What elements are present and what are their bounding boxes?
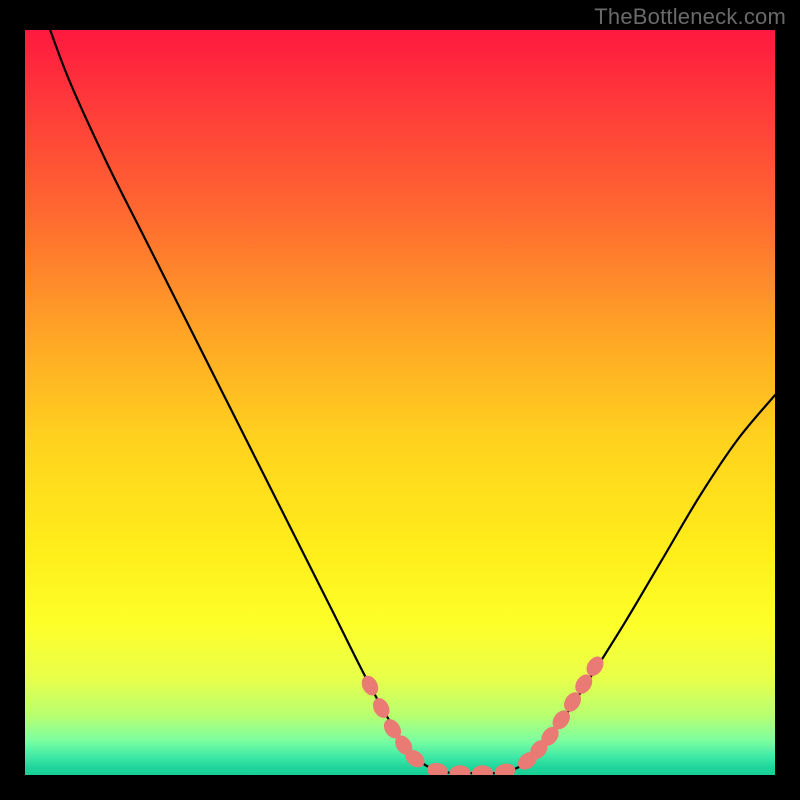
marker-point: [450, 765, 471, 780]
watermark-text: TheBottleneck.com: [594, 4, 786, 30]
chart-stage: TheBottleneck.com: [0, 0, 800, 800]
marker-point: [472, 765, 493, 780]
gradient-background: [25, 30, 775, 775]
chart-svg: [0, 0, 800, 800]
